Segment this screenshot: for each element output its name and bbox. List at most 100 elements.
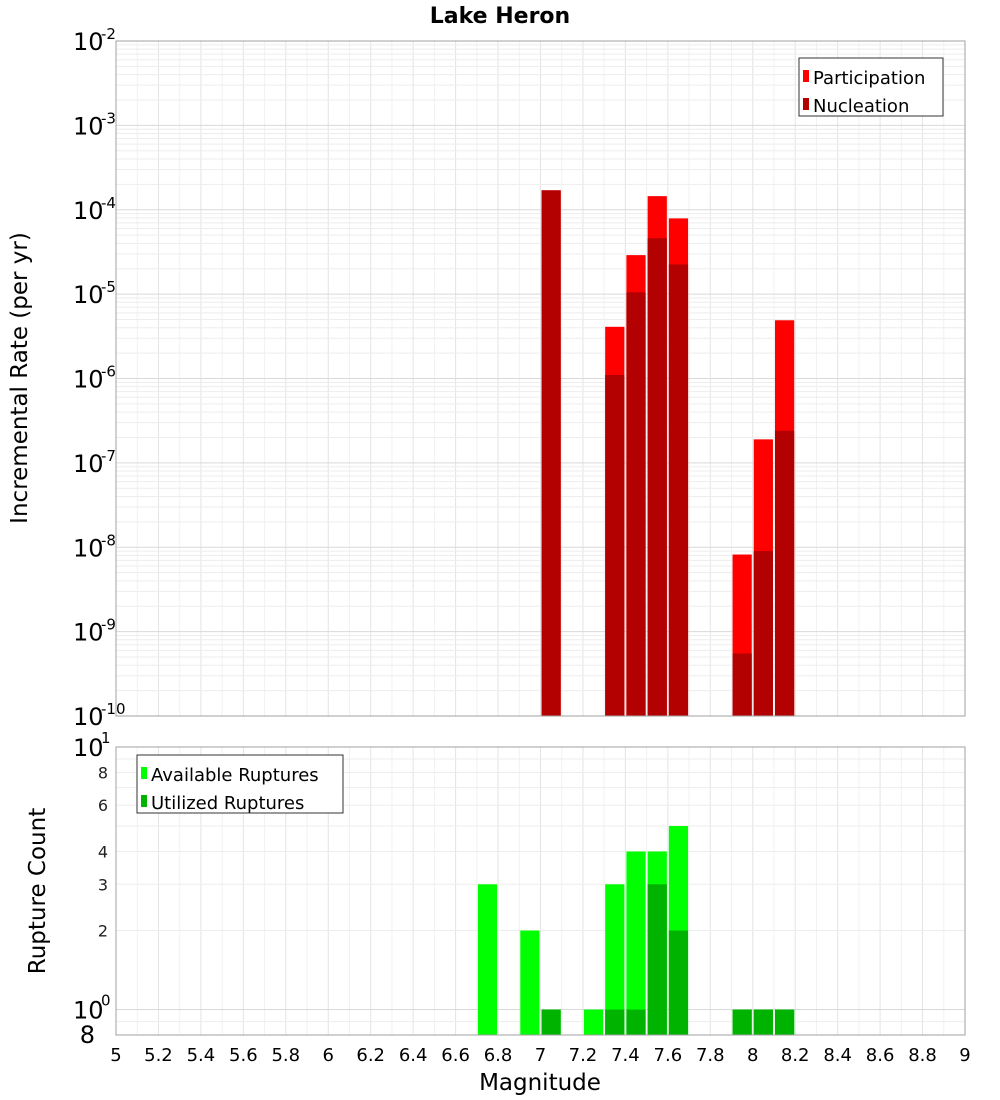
- x-tick-label: 6.4: [399, 1045, 428, 1066]
- bar: [732, 653, 752, 716]
- x-tick-label: 6.6: [441, 1045, 470, 1066]
- y-tick-label: 10-10: [73, 700, 126, 731]
- bar: [541, 190, 561, 716]
- bar: [520, 930, 540, 1035]
- bar: [774, 1009, 795, 1035]
- grid: [115, 40, 966, 717]
- bar: [605, 884, 625, 1035]
- top-y-axis-label: Incremental Rate (per yr): [7, 232, 33, 524]
- y-tick-exponent: -6: [101, 363, 116, 381]
- bar: [605, 1009, 625, 1035]
- bottom-y-axis-label: Rupture Count: [25, 808, 51, 974]
- bar: [753, 1009, 773, 1035]
- bar: [647, 884, 667, 1035]
- legend-swatch: [803, 70, 809, 82]
- x-tick-label: 7.2: [569, 1045, 598, 1066]
- bar: [541, 1009, 561, 1035]
- y-tick-label: 10-5: [73, 278, 116, 309]
- y-tick-exponent: -2: [101, 25, 116, 43]
- legend-label: Available Ruptures: [151, 765, 319, 786]
- x-tick-label: 7.8: [696, 1045, 725, 1066]
- count-bars: [477, 826, 795, 1035]
- y-tick-base: 10: [73, 281, 104, 309]
- x-tick-label: 9: [959, 1045, 970, 1066]
- top-plot-frame: [115, 40, 966, 717]
- y-tick-label: 10-9: [73, 616, 116, 647]
- x-tick-label: 5.8: [271, 1045, 300, 1066]
- y-tick-label: 10-7: [73, 447, 116, 478]
- y-tick-label: 8: [98, 763, 108, 782]
- y-tick-base: 10: [73, 703, 104, 731]
- rate-bars: [541, 190, 795, 717]
- legend-label: Participation: [813, 68, 925, 89]
- legend-swatch: [141, 795, 147, 807]
- y-tick-exponent: -10: [101, 700, 126, 718]
- y-tick-exponent: -3: [101, 109, 116, 127]
- y-tick-label: 10-4: [73, 194, 116, 225]
- x-tick-label: 5.2: [144, 1045, 173, 1066]
- x-tick-label: 7: [535, 1045, 546, 1066]
- legend-label: Utilized Ruptures: [151, 793, 304, 814]
- bottom-plot-frame: [115, 746, 966, 1036]
- bar: [774, 430, 795, 716]
- y-tick-label: 10-8: [73, 531, 116, 562]
- y-tick-label: 10-2: [73, 25, 116, 56]
- x-tick-label: 8: [747, 1045, 758, 1066]
- y-tick-label: 100: [73, 992, 111, 1025]
- x-tick-label: 7.4: [611, 1045, 640, 1066]
- y-tick-label: 6: [98, 796, 108, 815]
- bar: [605, 375, 625, 716]
- bar: [732, 1009, 752, 1035]
- y-tick-label: 8: [80, 1021, 95, 1049]
- bar: [668, 264, 689, 716]
- count-legend: Available Ruptures Utilized Ruptures: [136, 754, 344, 814]
- y-tick-base: 10: [73, 450, 104, 478]
- y-tick-base: 10: [73, 734, 104, 762]
- y-tick-base: 10: [73, 197, 104, 225]
- y-tick-exponent: -8: [101, 531, 116, 549]
- x-tick-label: 8.8: [908, 1045, 937, 1066]
- y-tick-exponent: -4: [101, 194, 116, 212]
- x-tick-label: 6: [323, 1045, 334, 1066]
- y-tick-base: 10: [73, 112, 104, 140]
- y-tick-base: 10: [73, 366, 104, 394]
- x-tick-label: 6.2: [356, 1045, 385, 1066]
- y-tick-exponent: 1: [101, 729, 111, 747]
- x-tick-label: 8.6: [866, 1045, 895, 1066]
- y-tick-exponent: -7: [101, 447, 116, 465]
- y-tick-exponent: -9: [101, 616, 116, 634]
- bar: [753, 551, 773, 716]
- x-tick-label: 8.2: [781, 1045, 810, 1066]
- y-tick-label: 101: [73, 729, 111, 762]
- bar: [626, 292, 646, 716]
- bar: [647, 238, 667, 716]
- legend-frame: [136, 754, 344, 814]
- y-tick-label: 10-3: [73, 109, 116, 140]
- y-tick-base: 10: [73, 619, 104, 647]
- legend-swatch: [803, 98, 809, 110]
- bar: [668, 930, 689, 1035]
- y-tick-exponent: 0: [101, 992, 111, 1010]
- legend-label: Nucleation: [813, 96, 909, 117]
- legend-swatch: [141, 767, 147, 779]
- y-tick-base: 10: [73, 28, 104, 56]
- y-tick-exponent: -5: [101, 278, 116, 296]
- x-tick-label: 8.4: [823, 1045, 852, 1066]
- bar: [477, 884, 498, 1035]
- chart-title: Lake Heron: [430, 4, 570, 29]
- y-tick-label: 3: [98, 875, 108, 894]
- y-tick-base: 10: [73, 997, 104, 1025]
- bar: [583, 1009, 604, 1035]
- bar: [626, 1009, 646, 1035]
- y-tick-label: 4: [98, 842, 108, 861]
- rate-legend: Participation Nucleation: [798, 57, 944, 117]
- x-tick-label: 6.8: [484, 1045, 513, 1066]
- y-tick-base: 10: [73, 534, 104, 562]
- x-tick-label: 5.4: [187, 1045, 216, 1066]
- x-axis-label: Magnitude: [479, 1070, 601, 1096]
- x-tick-label: 5: [110, 1045, 121, 1066]
- x-tick-label: 7.6: [654, 1045, 683, 1066]
- y-tick-label: 10-6: [73, 363, 116, 394]
- legend-frame: [798, 57, 944, 117]
